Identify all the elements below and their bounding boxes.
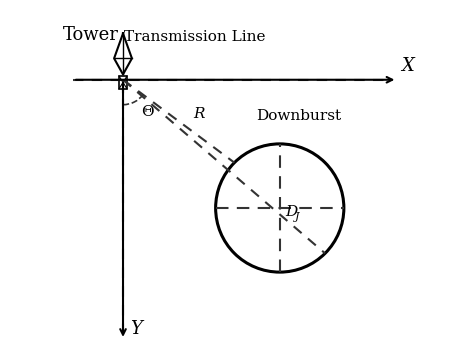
Text: Tower: Tower (63, 26, 118, 44)
FancyBboxPatch shape (119, 76, 127, 89)
Text: Transmission Line: Transmission Line (124, 30, 265, 44)
Text: X: X (401, 56, 414, 75)
Text: Y: Y (130, 320, 142, 338)
Text: Downburst: Downburst (256, 108, 342, 122)
Text: R: R (193, 107, 204, 121)
Text: Θ: Θ (141, 105, 154, 119)
Text: J: J (295, 212, 300, 222)
Text: D: D (285, 205, 297, 219)
